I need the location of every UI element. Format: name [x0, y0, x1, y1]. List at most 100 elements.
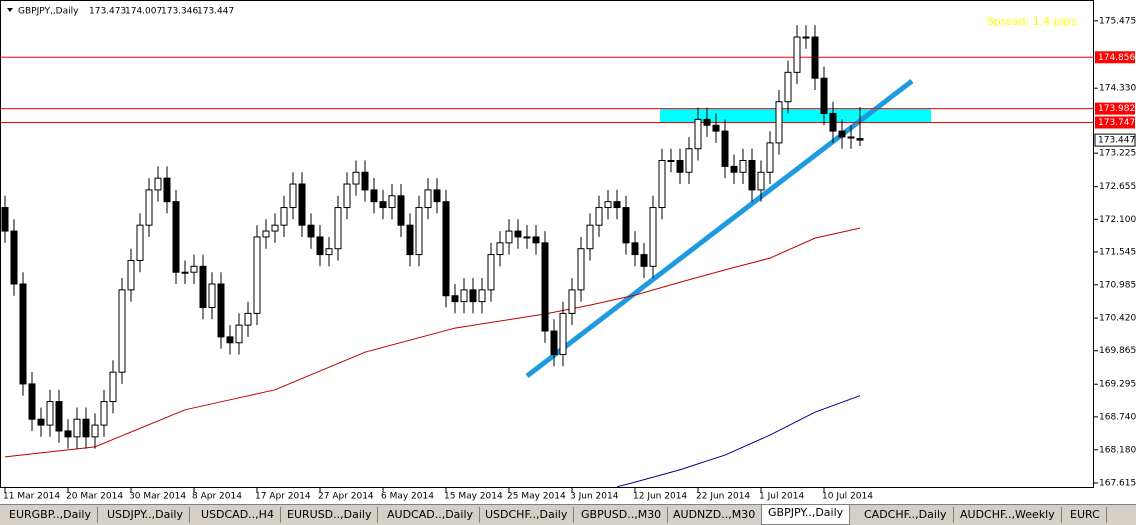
- x-tick-label: 1 Jul 2014: [759, 492, 804, 502]
- chart-tab[interactable]: CADCHF..,Daily: [858, 507, 954, 523]
- y-tick-label: 174.330: [1099, 84, 1136, 94]
- price-tag-label: 173.747: [1098, 118, 1135, 128]
- candle-body: [649, 207, 657, 267]
- candle-body: [550, 330, 558, 356]
- menu-arrow: [7, 8, 13, 12]
- x-tick-label: 17 Apr 2014: [255, 492, 311, 502]
- current-price-tag: [1094, 133, 1136, 147]
- candle-body: [235, 324, 243, 344]
- candle-body: [37, 418, 45, 426]
- candle-body: [784, 71, 792, 103]
- candle-body: [838, 130, 846, 138]
- candle-body: [199, 265, 207, 308]
- candle-body: [280, 207, 288, 226]
- x-tick-label: 10 Jul 2014: [822, 492, 873, 502]
- candle-body: [640, 254, 648, 267]
- candle-body: [343, 183, 351, 209]
- candle-body: [766, 142, 774, 173]
- candle-body: [442, 201, 450, 297]
- candle-body: [109, 371, 117, 403]
- chart-tab[interactable]: EURC: [1064, 507, 1107, 523]
- candle-body: [685, 148, 693, 173]
- candle-body: [64, 430, 72, 438]
- candle-body: [748, 160, 756, 191]
- candle-body: [10, 230, 18, 285]
- candle-body: [793, 36, 801, 73]
- trend-line: [525, 79, 914, 378]
- y-tick-label: 169.865: [1099, 346, 1136, 356]
- candle-body: [541, 242, 549, 332]
- candle-body: [325, 248, 333, 256]
- candle-body: [181, 271, 189, 274]
- candle-body: [676, 160, 684, 173]
- candle-body: [820, 77, 828, 114]
- chart-tab[interactable]: AUDNZD..,M30: [667, 507, 763, 523]
- chart-tab[interactable]: USDCHF..,Daily: [479, 507, 575, 523]
- price-tag: [1095, 116, 1135, 129]
- y-tick-label: 170.420: [1099, 314, 1136, 324]
- chart-tab[interactable]: USDJPY..,Daily: [101, 507, 190, 523]
- candle-body: [505, 230, 513, 244]
- spread-text: Spread: 1.4 pips.: [987, 15, 1080, 28]
- y-tick-label: 168.180: [1099, 445, 1136, 455]
- candle-body: [460, 289, 468, 303]
- close-value: 173.447: [197, 7, 234, 17]
- candle-body: [595, 207, 603, 226]
- candle-body: [739, 160, 747, 173]
- candle-body: [829, 112, 837, 132]
- candle-body: [388, 195, 396, 209]
- x-tick-label: 20 Mar 2014: [66, 492, 123, 502]
- candle-body: [55, 401, 63, 432]
- candle-body: [604, 201, 612, 209]
- candle-body: [802, 36, 810, 39]
- chart-tab[interactable]: AUDCHF..,Weekly: [954, 507, 1062, 523]
- candle-body: [361, 171, 369, 191]
- candle-body: [28, 383, 36, 420]
- chart-tab[interactable]: EURGBP..,Daily: [3, 507, 98, 523]
- candle-body: [73, 418, 81, 438]
- candle-body: [622, 207, 630, 244]
- chart-tab[interactable]: EURUSD..,Daily: [281, 507, 379, 523]
- candle-body: [703, 118, 711, 126]
- chart-tab[interactable]: GBPUSD..,M30: [575, 507, 669, 523]
- candle-body: [82, 418, 90, 438]
- tab-bar: EURGBP..,Daily USDJPY..,Daily USDCAD..,H4 E…: [0, 504, 1136, 525]
- moving-average: [616, 395, 861, 488]
- candle-body: [532, 236, 540, 244]
- candle-body: [856, 138, 864, 141]
- candle-body: [46, 401, 54, 426]
- y-tick-label: 175.475: [1099, 16, 1136, 26]
- y-tick-label: 170.985: [1099, 280, 1136, 290]
- y-tick-label: 172.100: [1099, 215, 1136, 225]
- candle-body: [127, 259, 135, 291]
- chart-tab[interactable]: GBPJPY..,Daily: [761, 505, 851, 525]
- candle-body: [667, 160, 675, 163]
- candle-body: [775, 101, 783, 144]
- candle-body: [379, 201, 387, 209]
- candle-body: [658, 160, 666, 209]
- candle-body: [100, 401, 108, 426]
- x-tick-label: 12 Jun 2014: [633, 492, 687, 502]
- y-tick-label: 169.295: [1099, 380, 1136, 390]
- candle-body: [289, 183, 297, 209]
- chart-tab[interactable]: AUDCAD..,Daily: [381, 507, 481, 523]
- chart-tab[interactable]: USDCAD..,H4: [195, 507, 281, 523]
- candle-body: [154, 177, 162, 191]
- candle-body: [730, 165, 738, 173]
- y-tick-label: 167.615: [1099, 479, 1136, 489]
- candle-body: [298, 183, 306, 226]
- candle-body: [334, 207, 342, 250]
- candle-body: [424, 189, 432, 209]
- candle-body: [352, 171, 360, 185]
- candle-body: [496, 242, 504, 256]
- candle-body: [118, 289, 126, 373]
- candle-body: [469, 289, 477, 303]
- candle-body: [523, 236, 531, 239]
- candle-body: [226, 336, 234, 344]
- y-tick-label: 171.545: [1099, 247, 1136, 257]
- candle-body: [433, 189, 441, 203]
- open-value: 173.473: [89, 7, 126, 17]
- x-tick-label: 25 May 2014: [507, 492, 566, 502]
- candle-body: [478, 289, 486, 303]
- candle-body: [514, 230, 522, 238]
